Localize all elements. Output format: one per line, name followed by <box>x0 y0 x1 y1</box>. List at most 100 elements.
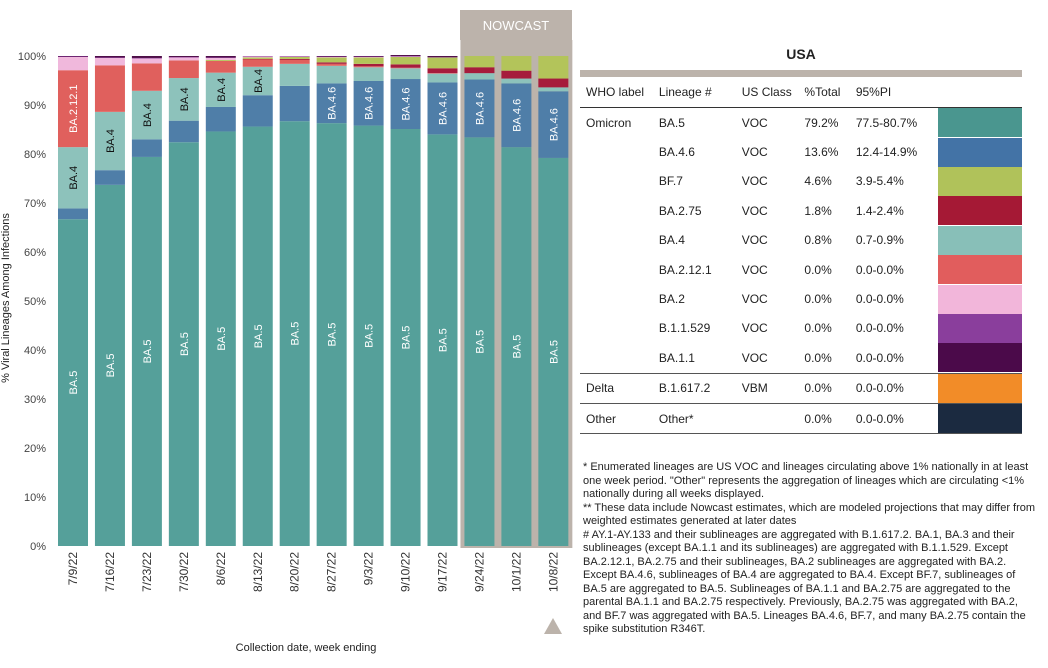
bar-label: BA.4.6 <box>474 92 486 125</box>
bar-label: BA.4 <box>142 103 154 127</box>
cell-color <box>937 166 1022 196</box>
cell-us-class: VOC <box>741 145 768 160</box>
color-swatch <box>937 343 1022 373</box>
bar-label: BA.4 <box>179 87 191 111</box>
x-tick-label: 10/8/22 <box>546 552 560 592</box>
x-tick-label: 8/6/22 <box>214 552 228 586</box>
bar-segment-ba-4 <box>168 78 199 121</box>
cell-who-label <box>580 284 659 313</box>
cell-pct-total: 0.0% <box>804 262 832 277</box>
bar-segment-bf-7 <box>242 57 273 59</box>
bar-segment-ba-1-1 <box>390 55 421 56</box>
table-row: BA.2.12.1 VOC 0.0% 0.0-0.0% <box>580 255 1022 285</box>
bar-label: BA.4.6 <box>511 99 523 132</box>
cell-lineage: B.1.1.529 <box>658 321 711 336</box>
bar-segment-ba-2-12-1 <box>242 59 273 67</box>
table-row: Other Other* 0.0% 0.0-0.0% <box>580 403 1022 435</box>
cell-who-label: Other <box>580 403 659 435</box>
bar-label: BA.5 <box>105 354 117 378</box>
bar-segment-ba-2-75 <box>242 58 273 60</box>
color-swatch <box>937 166 1022 196</box>
header-us-class: US Class <box>741 77 805 108</box>
cell-95pi: 1.4-2.4% <box>855 203 904 218</box>
cell-color <box>937 284 1022 314</box>
bar-segment-ba-4-6 <box>390 79 421 130</box>
bar-segment-b-1-1-529 <box>58 56 88 57</box>
bar-segment-ba-5 <box>58 219 88 547</box>
cell-95pi: 0.0-0.0% <box>855 262 904 277</box>
color-swatch <box>937 284 1022 314</box>
cell-color <box>937 196 1022 226</box>
table-row: BF.7 VOC 4.6% 3.9-5.4% <box>580 166 1022 196</box>
cell-lineage: BA.5 <box>658 115 685 130</box>
cell-us-class: VOC <box>741 343 805 374</box>
footnote-double-asterisk: ** These data include Nowcast estimates,… <box>583 501 1036 528</box>
bar-segment-b-1-1-529 <box>427 56 458 58</box>
y-tick-label: 60% <box>24 247 46 259</box>
bar-segment-ba-2-12-1 <box>353 66 384 68</box>
bar-segment-ba-2-75 <box>390 64 421 68</box>
y-tick-label: 0% <box>30 541 46 553</box>
bar-label: BA.5 <box>474 330 486 354</box>
cell-color <box>937 373 1022 404</box>
header-lineage: Lineage # <box>658 77 742 108</box>
x-tick-label: 8/27/22 <box>325 552 339 592</box>
bar-segment-ba-5 <box>279 121 310 547</box>
y-axis-title: % Viral Lineages Among Infections <box>0 213 12 383</box>
bar-segment-ba-4-6 <box>501 83 532 148</box>
bar-segment-ba-5 <box>242 126 273 546</box>
bar-segment-ba-2-12-1 <box>427 73 458 74</box>
bar-label: BA.5 <box>68 371 80 395</box>
nowcast-label: NOWCAST <box>460 10 572 40</box>
bar-segment-ba-4 <box>538 87 569 92</box>
bar-segment-ba-1-1 <box>94 56 125 58</box>
bar-segment-b-1-1-529 <box>131 57 162 59</box>
bar-label: BA.5 <box>401 326 413 350</box>
bar-segment-bf-7 <box>427 57 458 69</box>
bar-segment-ba-1-1 <box>427 56 458 57</box>
table-row: BA.2 VOC 0.0% 0.0-0.0% <box>580 284 1022 314</box>
nowcast-marker-triangle <box>544 618 562 634</box>
bar-segment-b-1-1-529 <box>279 56 310 57</box>
x-axis-title: Collection date, week ending <box>236 642 377 654</box>
bar-segment-ba-2-12-1 <box>58 70 88 148</box>
cell-color <box>937 343 1022 374</box>
bar-segment-bf-7 <box>316 57 347 63</box>
bar-segment-bf-7 <box>501 56 532 71</box>
y-axis: 0% 10% 20% 30% 40% 50% 60% 70% 80% 90% 100% <box>18 51 46 553</box>
bar-segment-ba-5 <box>94 184 125 546</box>
bar-segment-ba-2-75 <box>279 58 310 60</box>
cell-95pi: 12.4-14.9% <box>855 145 918 160</box>
bar-segment-ba-2-12-1 <box>316 63 347 66</box>
footnote-asterisk: * Enumerated lineages are US VOC and lin… <box>583 461 1029 500</box>
bar-segment-ba-4 <box>501 78 532 84</box>
bar-segment-ba-5 <box>131 156 162 546</box>
cell-color <box>937 225 1022 255</box>
cell-95pi: 0.0-0.0% <box>855 403 938 435</box>
x-tick-label: 8/13/22 <box>251 552 265 592</box>
x-tick-label: 7/9/22 <box>66 552 80 586</box>
bar-segment-b-1-1-529 <box>390 56 421 57</box>
legend-table-panel: USA WHO label Lineage # US Class %Total … <box>580 40 1022 435</box>
bar-labels: BA.5 BA.5 BA.5 BA.5 BA.5 BA.5 BA.5 BA.5 BA.5 BA.5… <box>68 69 560 394</box>
bar-segment-ba-2 <box>242 56 273 58</box>
color-swatch <box>937 196 1022 226</box>
bar-segment-bf-7 <box>538 56 569 79</box>
bar-label: BA.5 <box>327 323 339 347</box>
bar-label: BA.5 <box>511 335 523 359</box>
bar-segment-ba-4-6 <box>168 120 199 143</box>
cell-us-class: VBM <box>741 373 805 404</box>
bar-label: BA.5 <box>438 328 450 352</box>
cell-who-label <box>580 167 659 196</box>
bar-segment-b-1-1-529 <box>168 56 199 58</box>
cell-pct-total: 0.0% <box>804 292 832 307</box>
cell-lineage: BA.1.1 <box>658 343 742 374</box>
y-tick-label: 10% <box>24 492 46 504</box>
y-tick-label: 40% <box>24 345 46 357</box>
cell-color <box>937 255 1022 285</box>
bar-segment-ba-5 <box>353 125 384 546</box>
cell-us-class: VOC <box>741 292 768 307</box>
bar-segment-ba-2 <box>58 56 88 71</box>
bar-segment-ba-5 <box>168 142 199 547</box>
bar-segment-ba-2-12-1 <box>131 63 162 91</box>
